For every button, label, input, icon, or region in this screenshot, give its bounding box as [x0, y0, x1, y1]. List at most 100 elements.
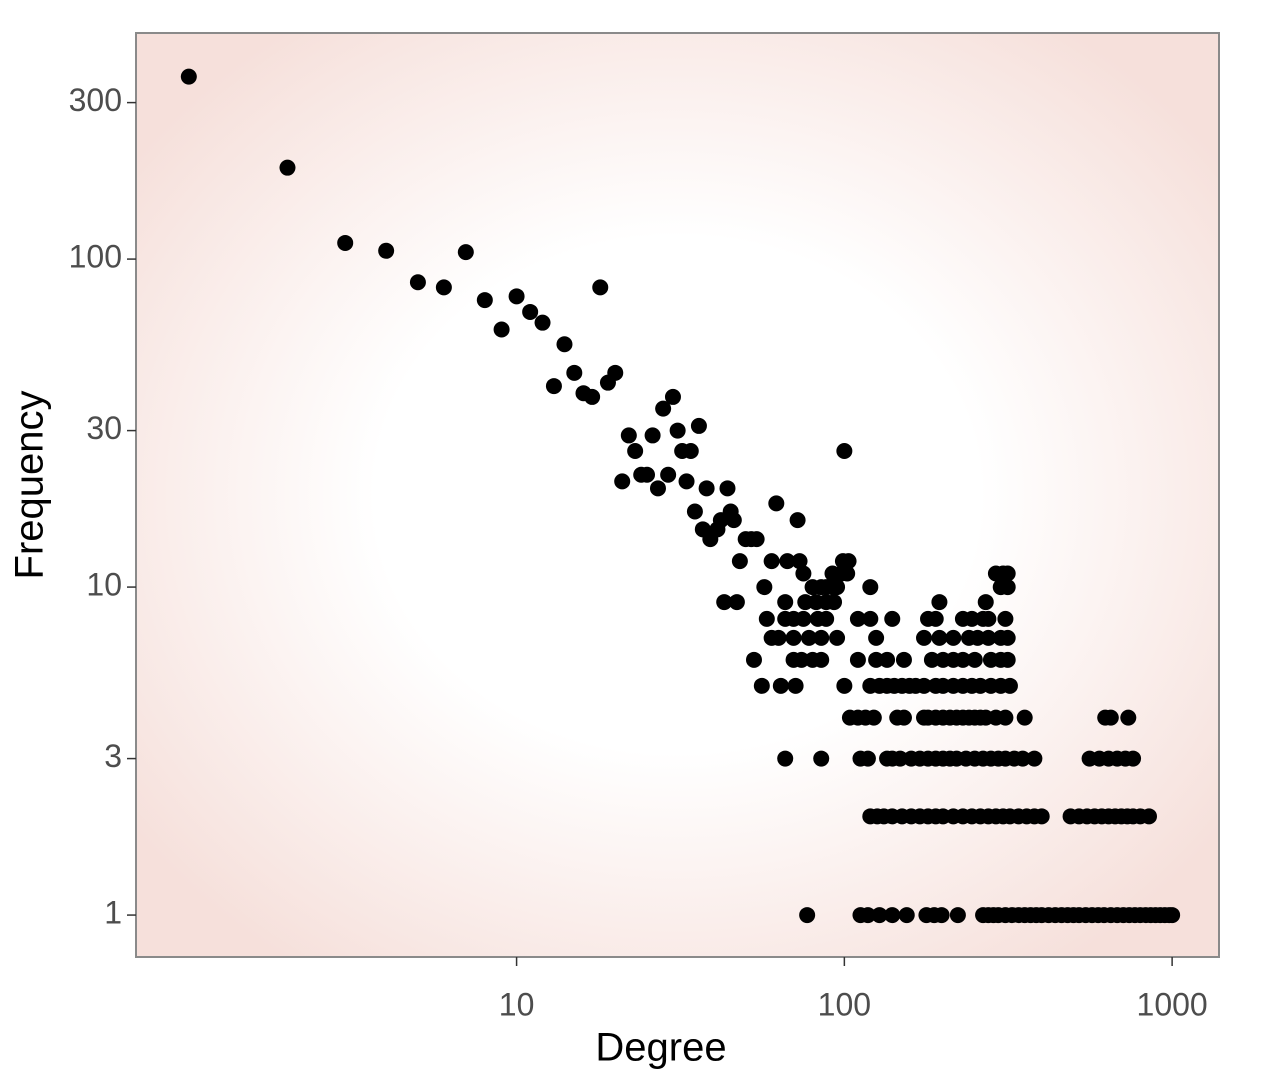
point — [813, 750, 830, 767]
point — [949, 907, 966, 924]
point — [508, 288, 525, 305]
y-tick-label: 30 — [86, 410, 122, 446]
point — [180, 68, 197, 85]
point — [923, 651, 940, 668]
point — [678, 473, 695, 490]
point — [1026, 750, 1043, 767]
point — [997, 610, 1014, 627]
point — [999, 651, 1016, 668]
point — [868, 651, 885, 668]
point — [639, 466, 656, 483]
point — [999, 629, 1016, 646]
point — [337, 234, 354, 251]
point — [799, 907, 816, 924]
point — [945, 629, 962, 646]
point — [931, 594, 948, 611]
point — [716, 594, 733, 611]
point — [818, 610, 835, 627]
point — [954, 651, 971, 668]
point — [779, 553, 796, 570]
point — [868, 629, 885, 646]
point — [745, 651, 762, 668]
point — [772, 677, 789, 694]
plot-panel — [135, 32, 1220, 958]
point — [1016, 709, 1033, 726]
point — [770, 629, 787, 646]
point — [859, 750, 876, 767]
point — [859, 907, 876, 924]
point — [791, 553, 808, 570]
x-tick-label: 1000 — [1137, 986, 1208, 1022]
point — [849, 651, 866, 668]
point — [592, 279, 609, 296]
point — [829, 579, 846, 596]
point — [719, 480, 736, 497]
y-tick-label: 300 — [69, 82, 122, 118]
point — [966, 651, 983, 668]
point — [800, 629, 817, 646]
point — [1033, 808, 1050, 825]
point — [840, 553, 857, 570]
point — [649, 480, 666, 497]
y-axis-title: Frequency — [8, 391, 52, 580]
point — [566, 364, 583, 381]
point — [829, 629, 846, 646]
point — [777, 594, 794, 611]
point — [669, 422, 686, 439]
point — [644, 427, 661, 444]
point — [556, 336, 573, 353]
point — [698, 480, 715, 497]
point — [884, 610, 901, 627]
point — [795, 610, 812, 627]
y-tick-label: 3 — [104, 738, 122, 774]
point — [839, 565, 856, 582]
point — [862, 610, 879, 627]
point — [871, 907, 888, 924]
point — [1125, 750, 1142, 767]
point — [997, 709, 1014, 726]
point — [892, 750, 909, 767]
point — [493, 321, 510, 338]
point — [916, 677, 933, 694]
point — [813, 629, 830, 646]
point — [813, 651, 830, 668]
point — [795, 565, 812, 582]
point — [1140, 808, 1157, 825]
point — [763, 553, 780, 570]
point — [789, 512, 806, 529]
point — [895, 651, 912, 668]
point — [690, 417, 707, 434]
point — [758, 610, 775, 627]
point — [614, 473, 631, 490]
point — [836, 677, 853, 694]
point — [963, 610, 980, 627]
point — [753, 677, 770, 694]
point — [409, 274, 426, 291]
point — [620, 427, 637, 444]
point — [768, 495, 785, 512]
y-tick-label: 1 — [104, 895, 122, 931]
y-tick-label: 100 — [69, 239, 122, 275]
x-tick-label: 100 — [818, 986, 871, 1022]
point — [980, 610, 997, 627]
point — [916, 629, 933, 646]
point — [457, 244, 474, 261]
point — [1001, 677, 1018, 694]
point — [836, 442, 853, 459]
point — [725, 512, 742, 529]
point — [898, 907, 915, 924]
point — [977, 594, 994, 611]
point — [655, 400, 672, 417]
point — [999, 565, 1016, 582]
point — [435, 279, 452, 296]
point — [879, 651, 896, 668]
point — [884, 907, 901, 924]
point — [999, 579, 1016, 596]
point — [534, 314, 551, 331]
point — [756, 579, 773, 596]
point — [1164, 907, 1181, 924]
point — [1120, 709, 1137, 726]
point — [682, 442, 699, 459]
point — [793, 651, 810, 668]
point — [545, 378, 562, 395]
